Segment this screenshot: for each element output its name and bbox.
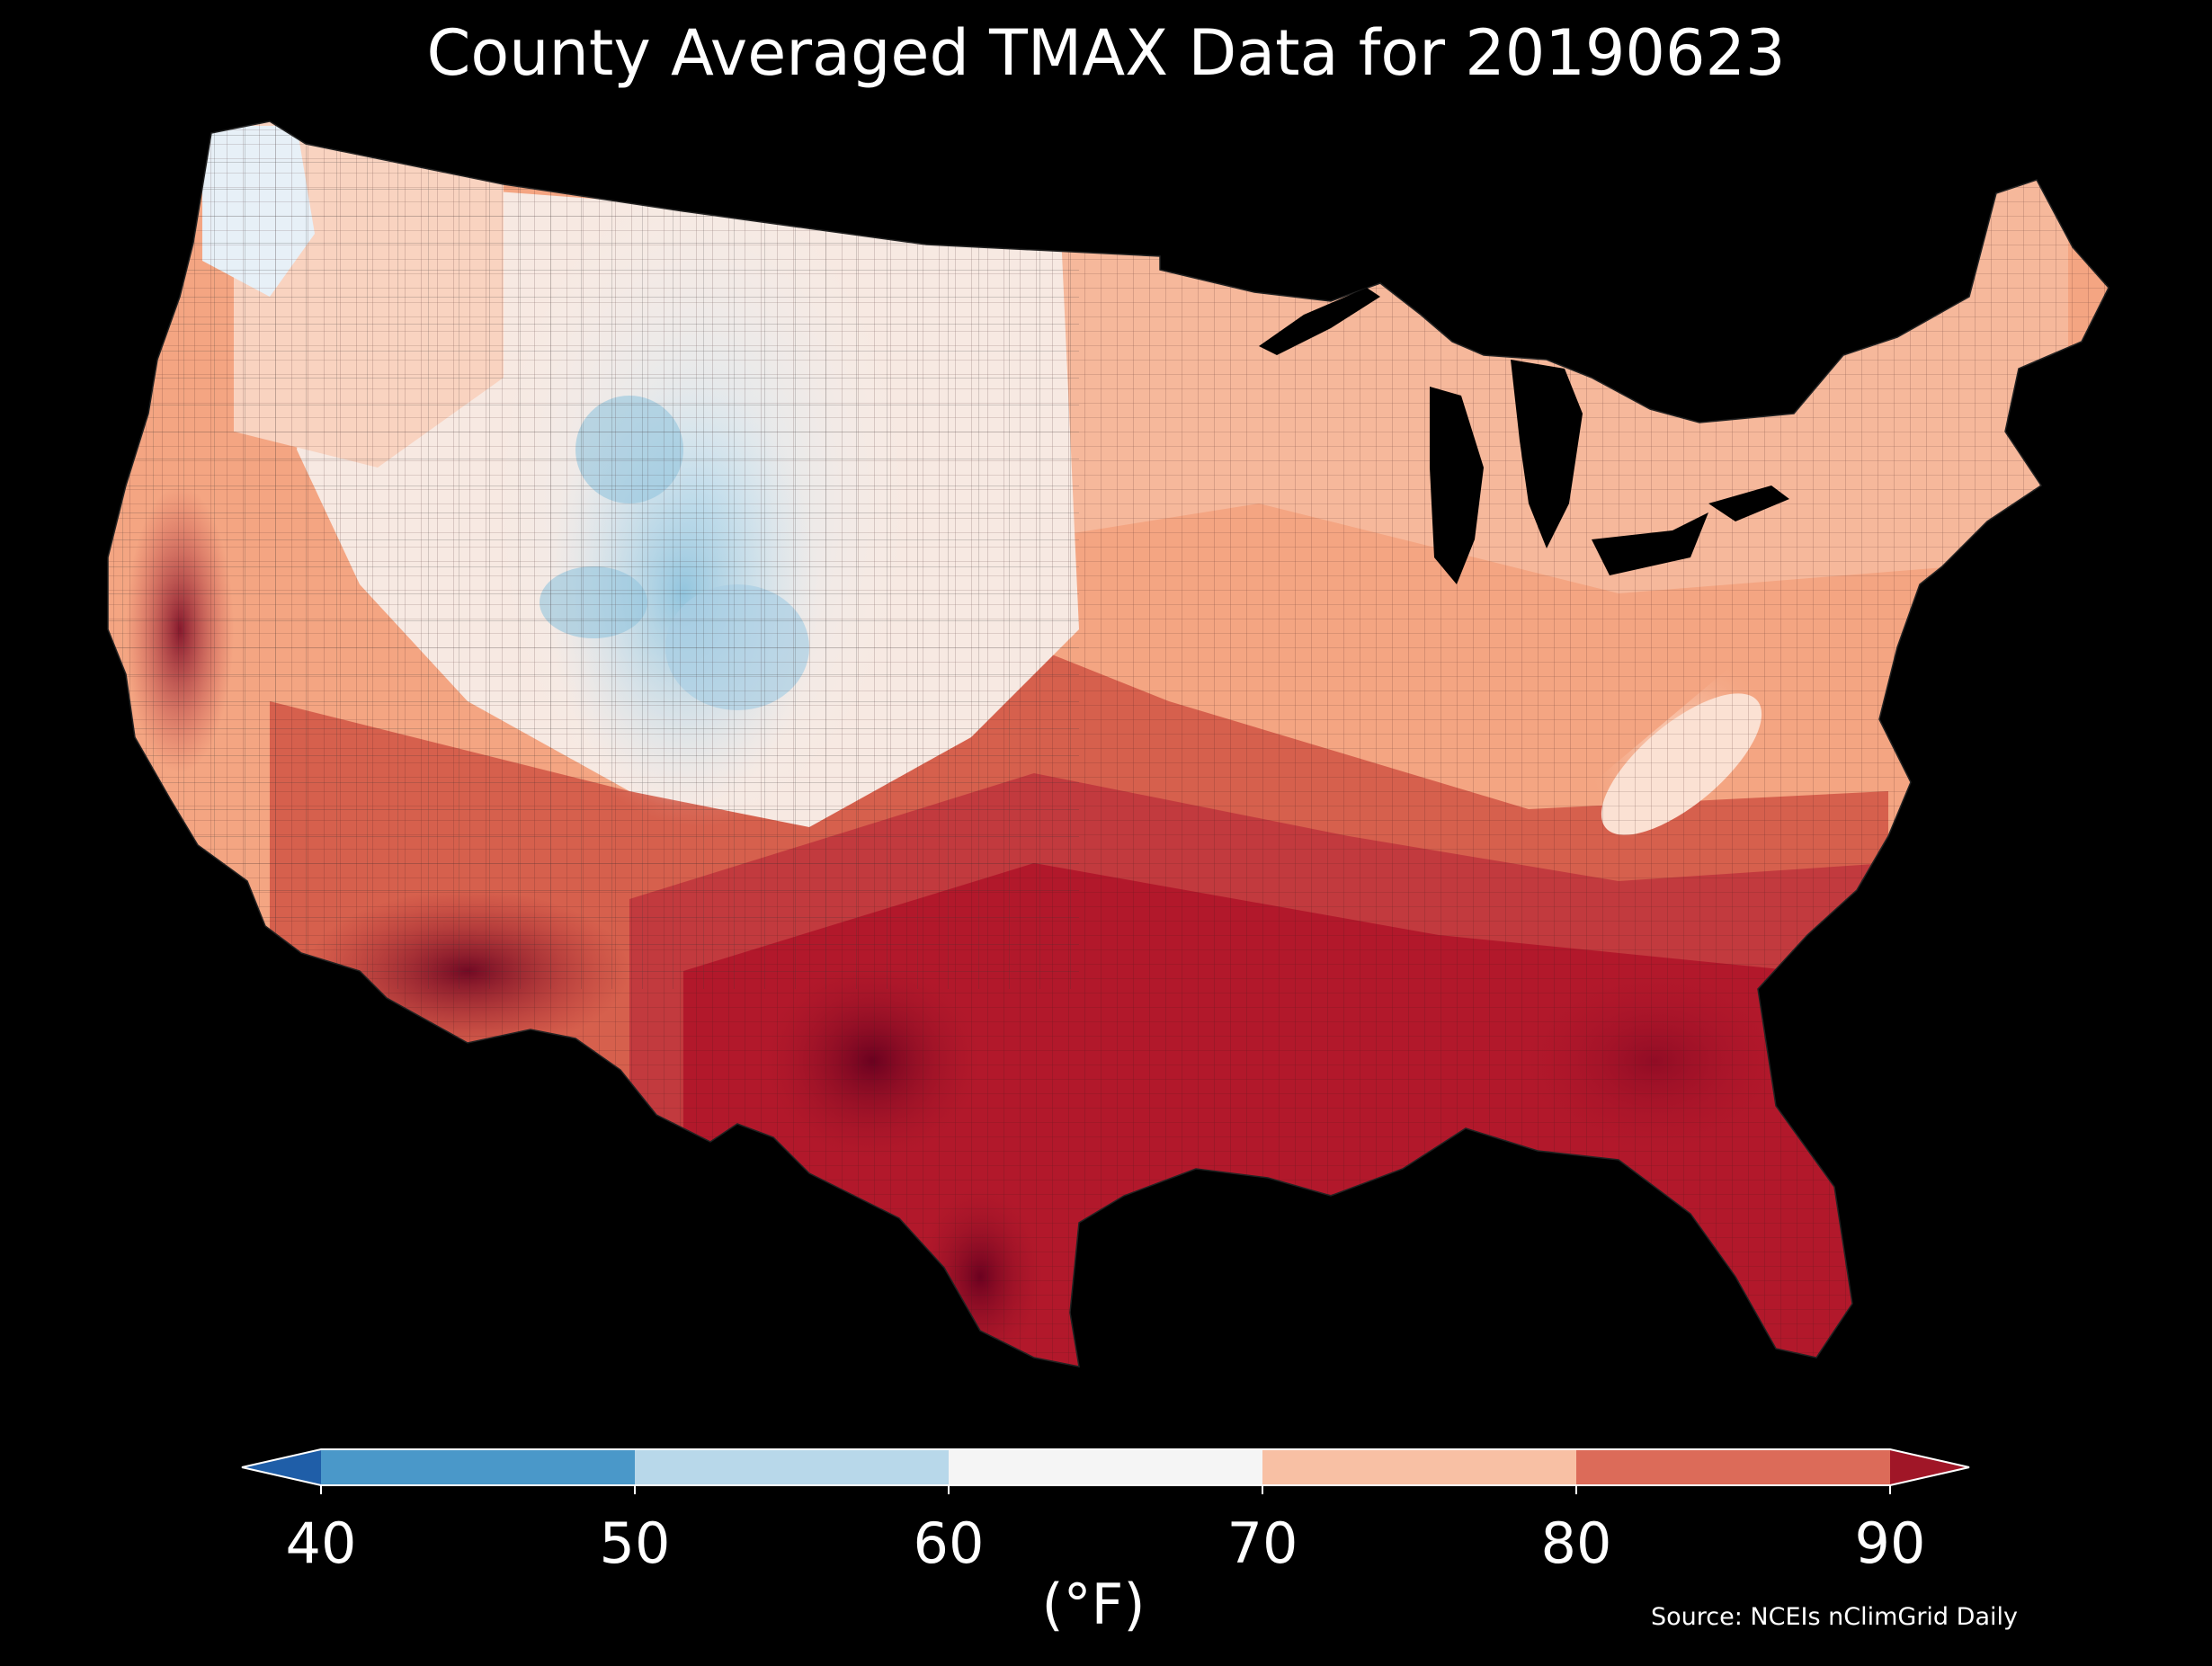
colorbar-tick: 90 — [1854, 1510, 1926, 1576]
colorbar-bin — [1262, 1449, 1576, 1485]
colorbar-tick: 60 — [913, 1510, 985, 1576]
source-credit: Source: NCEIs nClimGrid Daily — [1651, 1603, 2018, 1631]
colorbar-bin — [949, 1449, 1262, 1485]
colorbar-tick: 70 — [1226, 1510, 1298, 1576]
colorbar-bin — [1576, 1449, 1890, 1485]
colorbar-extend-max — [1890, 1449, 1969, 1485]
colorbar-tick: 50 — [599, 1510, 671, 1576]
colorbar-bin — [321, 1449, 635, 1485]
colorbar-unit-label: (°F) — [1041, 1572, 1146, 1637]
great-lakes — [1259, 288, 1789, 584]
chart-title: County Averaged TMAX Data for 20190623 — [426, 16, 1786, 90]
colorbar-extend-min — [242, 1449, 321, 1485]
colorbar-tick: 80 — [1540, 1510, 1612, 1576]
colorbar-bin — [635, 1449, 949, 1485]
colorbar-tick: 40 — [285, 1510, 357, 1576]
